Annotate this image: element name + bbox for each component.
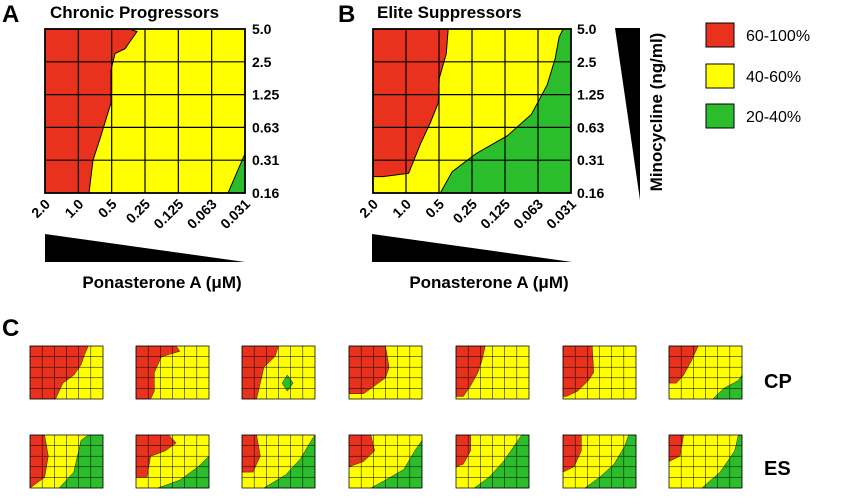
y-ticks-panel-a: 5.0 2.5 1.25 0.63 0.31 0.16 (252, 21, 279, 201)
heatmap-border (668, 434, 743, 489)
y-tick-label: 5.0 (577, 21, 597, 37)
ponasterone-gradient-wedge-a (45, 234, 245, 262)
es-mini-heatmap (348, 434, 423, 489)
heatmap-border (562, 434, 637, 489)
es-mini-heatmap (241, 434, 316, 489)
y-axis-title: Minocycline (ng/ml) (647, 33, 666, 192)
heatmap-border (44, 28, 246, 194)
x-tick-label: 0.25 (450, 196, 481, 227)
heatmap-border (348, 345, 423, 400)
cp-mini-heatmap (348, 345, 423, 400)
y-tick-label: 2.5 (577, 54, 597, 70)
heatmap-border (29, 434, 104, 489)
x-tick-label: 0.25 (123, 196, 154, 227)
row-label-es: ES (764, 458, 791, 480)
y-tick-label: 1.25 (252, 87, 279, 103)
y-tick-label: 0.31 (252, 152, 279, 168)
heatmap-border (135, 345, 210, 400)
x-tick-label: 0.063 (184, 196, 220, 232)
x-tick-label: 0.031 (217, 196, 253, 232)
cp-mini-heatmap (455, 345, 530, 400)
heatmap-chronic-progressors (44, 28, 246, 194)
x-tick-label: 1.0 (389, 196, 414, 221)
y-tick-label: 2.5 (252, 54, 272, 70)
y-ticks-panel-b: 5.0 2.5 1.25 0.63 0.31 0.16 (577, 21, 604, 201)
cp-mini-heatmap (29, 345, 104, 400)
heatmap-elite-suppressors (372, 28, 572, 194)
x-tick-label: 1.0 (61, 196, 86, 221)
minocycline-gradient-wedge (615, 28, 640, 200)
legend-label-yellow: 40-60% (746, 69, 801, 86)
legend-label-red: 60-100% (746, 28, 810, 45)
region-60-100 (455, 345, 486, 397)
legend-swatch-yellow (705, 63, 735, 89)
heatmap-border (29, 345, 104, 400)
x-tick-label: 0.031 (543, 196, 579, 232)
y-tick-label: 0.16 (252, 185, 279, 201)
y-tick-label: 0.63 (252, 119, 279, 135)
heatmap-border (455, 434, 530, 489)
panel-label-c: C (2, 315, 19, 342)
cp-mini-heatmap (135, 345, 210, 400)
x-axis-title-b: Ponasterone A (μM) (409, 273, 568, 292)
x-tick-label: 0.125 (477, 196, 513, 232)
y-tick-label: 0.63 (577, 119, 604, 135)
x-tick-label: 2.0 (356, 196, 381, 221)
es-mini-heatmap (668, 434, 743, 489)
x-tick-label: 0.063 (510, 196, 546, 232)
panel-a-title: Chronic Progressors (50, 3, 219, 22)
x-tick-label: 0.125 (150, 196, 186, 232)
cp-mini-heatmap (562, 345, 637, 400)
legend-swatch-green (705, 103, 735, 129)
es-mini-heatmap (562, 434, 637, 489)
panel-b-title: Elite Suppressors (377, 3, 522, 22)
x-tick-label: 0.5 (95, 196, 120, 221)
region-60-100 (348, 345, 390, 394)
y-tick-label: 0.31 (577, 152, 604, 168)
cp-mini-heatmap (241, 345, 316, 400)
region-60-100 (372, 28, 449, 178)
ponasterone-gradient-wedge-b (372, 234, 572, 262)
x-tick-label: 0.5 (422, 196, 447, 221)
panel-label-b: B (338, 1, 355, 28)
legend-swatch-red (705, 22, 735, 48)
region-60-100 (562, 345, 594, 397)
heatmap-border (668, 345, 743, 400)
small-multiples-cp (29, 345, 743, 400)
panel-label-a: A (2, 1, 19, 28)
y-tick-label: 0.16 (577, 185, 604, 201)
x-tick-label: 2.0 (28, 196, 53, 221)
heatmap-border (241, 345, 316, 400)
heatmap-border (135, 434, 210, 489)
y-tick-label: 5.0 (252, 21, 272, 37)
es-mini-heatmap (455, 434, 530, 489)
heatmap-border (455, 345, 530, 400)
heatmap-border (241, 434, 316, 489)
heatmap-border (372, 28, 572, 194)
heatmap-border (348, 434, 423, 489)
small-multiples-es (29, 434, 743, 489)
row-label-cp: CP (764, 371, 792, 393)
heatmap-border (562, 345, 637, 400)
x-axis-title-a: Ponasterone A (μM) (82, 273, 241, 292)
es-mini-heatmap (29, 434, 104, 489)
legend-label-green: 20-40% (746, 109, 801, 126)
legend: 60-100% 40-60% 20-40% (705, 22, 810, 129)
es-mini-heatmap (135, 434, 210, 489)
cp-mini-heatmap (668, 345, 743, 400)
y-tick-label: 1.25 (577, 87, 604, 103)
